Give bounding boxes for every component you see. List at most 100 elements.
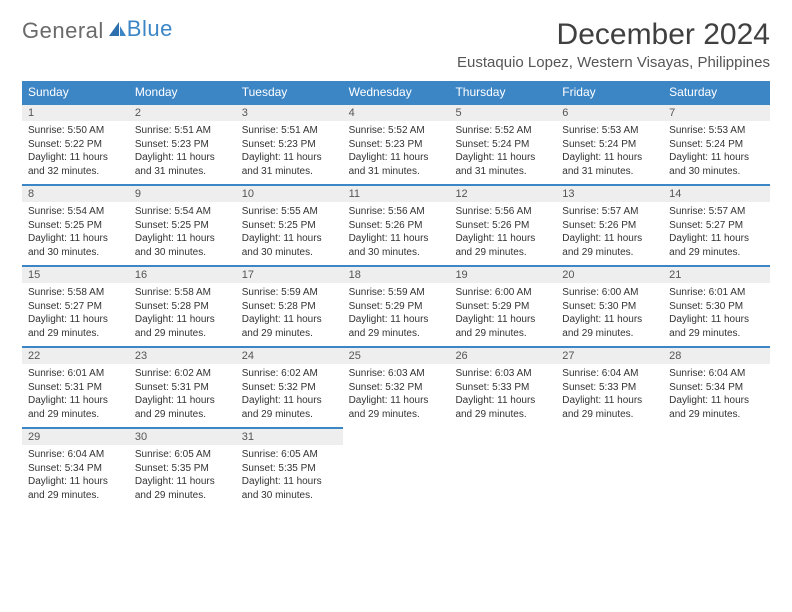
sunset-text: Sunset: 5:29 PM (455, 300, 550, 314)
day-cell: 17Sunrise: 5:59 AMSunset: 5:28 PMDayligh… (236, 265, 343, 346)
daylight-text: Daylight: 11 hours and 29 minutes. (562, 394, 657, 421)
sunset-text: Sunset: 5:24 PM (455, 138, 550, 152)
week-row: 8Sunrise: 5:54 AMSunset: 5:25 PMDaylight… (22, 184, 770, 265)
day-body: Sunrise: 6:01 AMSunset: 5:31 PMDaylight:… (22, 364, 129, 427)
day-body: Sunrise: 6:01 AMSunset: 5:30 PMDaylight:… (663, 283, 770, 346)
day-number: 16 (129, 265, 236, 283)
daylight-text: Daylight: 11 hours and 29 minutes. (28, 313, 123, 340)
day-body: Sunrise: 6:03 AMSunset: 5:33 PMDaylight:… (449, 364, 556, 427)
daylight-text: Daylight: 11 hours and 32 minutes. (28, 151, 123, 178)
sunset-text: Sunset: 5:29 PM (349, 300, 444, 314)
day-body: Sunrise: 5:51 AMSunset: 5:23 PMDaylight:… (236, 121, 343, 184)
day-cell: 28Sunrise: 6:04 AMSunset: 5:34 PMDayligh… (663, 346, 770, 427)
day-cell: 29Sunrise: 6:04 AMSunset: 5:34 PMDayligh… (22, 427, 129, 508)
day-body: Sunrise: 5:52 AMSunset: 5:23 PMDaylight:… (343, 121, 450, 184)
sunset-text: Sunset: 5:33 PM (455, 381, 550, 395)
sunrise-text: Sunrise: 5:51 AM (242, 124, 337, 138)
day-body: Sunrise: 5:53 AMSunset: 5:24 PMDaylight:… (556, 121, 663, 184)
day-number: 25 (343, 346, 450, 364)
day-number: 11 (343, 184, 450, 202)
daylight-text: Daylight: 11 hours and 29 minutes. (455, 394, 550, 421)
sunset-text: Sunset: 5:25 PM (135, 219, 230, 233)
daylight-text: Daylight: 11 hours and 30 minutes. (135, 232, 230, 259)
day-cell (663, 427, 770, 508)
sunset-text: Sunset: 5:33 PM (562, 381, 657, 395)
day-number: 21 (663, 265, 770, 283)
day-number: 23 (129, 346, 236, 364)
day-body: Sunrise: 5:50 AMSunset: 5:22 PMDaylight:… (22, 121, 129, 184)
day-number: 24 (236, 346, 343, 364)
daylight-text: Daylight: 11 hours and 29 minutes. (28, 394, 123, 421)
day-body: Sunrise: 6:05 AMSunset: 5:35 PMDaylight:… (236, 445, 343, 508)
day-body: Sunrise: 5:58 AMSunset: 5:27 PMDaylight:… (22, 283, 129, 346)
dow-cell: Friday (556, 81, 663, 103)
sunrise-text: Sunrise: 6:04 AM (669, 367, 764, 381)
day-number: 30 (129, 427, 236, 445)
daylight-text: Daylight: 11 hours and 30 minutes. (28, 232, 123, 259)
day-cell (343, 427, 450, 508)
daylight-text: Daylight: 11 hours and 31 minutes. (455, 151, 550, 178)
day-body: Sunrise: 5:55 AMSunset: 5:25 PMDaylight:… (236, 202, 343, 265)
sunrise-text: Sunrise: 6:04 AM (562, 367, 657, 381)
day-body: Sunrise: 5:59 AMSunset: 5:29 PMDaylight:… (343, 283, 450, 346)
day-number: 28 (663, 346, 770, 364)
sunrise-text: Sunrise: 5:56 AM (349, 205, 444, 219)
day-body: Sunrise: 6:03 AMSunset: 5:32 PMDaylight:… (343, 364, 450, 427)
sunset-text: Sunset: 5:32 PM (242, 381, 337, 395)
sunrise-text: Sunrise: 6:02 AM (242, 367, 337, 381)
daylight-text: Daylight: 11 hours and 29 minutes. (562, 232, 657, 259)
weeks-container: 1Sunrise: 5:50 AMSunset: 5:22 PMDaylight… (22, 103, 770, 508)
sunrise-text: Sunrise: 5:50 AM (28, 124, 123, 138)
daylight-text: Daylight: 11 hours and 30 minutes. (349, 232, 444, 259)
day-body: Sunrise: 5:58 AMSunset: 5:28 PMDaylight:… (129, 283, 236, 346)
sunset-text: Sunset: 5:31 PM (135, 381, 230, 395)
daylight-text: Daylight: 11 hours and 30 minutes. (242, 232, 337, 259)
daylight-text: Daylight: 11 hours and 31 minutes. (135, 151, 230, 178)
sunset-text: Sunset: 5:34 PM (28, 462, 123, 476)
day-body: Sunrise: 5:53 AMSunset: 5:24 PMDaylight:… (663, 121, 770, 184)
sunrise-text: Sunrise: 5:51 AM (135, 124, 230, 138)
sunrise-text: Sunrise: 5:53 AM (562, 124, 657, 138)
day-body: Sunrise: 5:51 AMSunset: 5:23 PMDaylight:… (129, 121, 236, 184)
day-cell: 26Sunrise: 6:03 AMSunset: 5:33 PMDayligh… (449, 346, 556, 427)
day-cell: 11Sunrise: 5:56 AMSunset: 5:26 PMDayligh… (343, 184, 450, 265)
sunset-text: Sunset: 5:26 PM (349, 219, 444, 233)
sunrise-text: Sunrise: 5:59 AM (242, 286, 337, 300)
sunrise-text: Sunrise: 5:55 AM (242, 205, 337, 219)
sunset-text: Sunset: 5:26 PM (562, 219, 657, 233)
day-body: Sunrise: 5:54 AMSunset: 5:25 PMDaylight:… (22, 202, 129, 265)
day-cell: 31Sunrise: 6:05 AMSunset: 5:35 PMDayligh… (236, 427, 343, 508)
brand-logo: General Blue (22, 18, 173, 44)
day-of-week-header: SundayMondayTuesdayWednesdayThursdayFrid… (22, 81, 770, 103)
sunrise-text: Sunrise: 5:57 AM (562, 205, 657, 219)
sunrise-text: Sunrise: 6:00 AM (455, 286, 550, 300)
day-number: 31 (236, 427, 343, 445)
sunset-text: Sunset: 5:23 PM (242, 138, 337, 152)
sunrise-text: Sunrise: 5:53 AM (669, 124, 764, 138)
day-cell: 21Sunrise: 6:01 AMSunset: 5:30 PMDayligh… (663, 265, 770, 346)
sunrise-text: Sunrise: 6:04 AM (28, 448, 123, 462)
title-block: December 2024 Eustaquio Lopez, Western V… (457, 18, 770, 71)
sunrise-text: Sunrise: 5:54 AM (135, 205, 230, 219)
day-cell: 8Sunrise: 5:54 AMSunset: 5:25 PMDaylight… (22, 184, 129, 265)
day-body: Sunrise: 6:02 AMSunset: 5:31 PMDaylight:… (129, 364, 236, 427)
month-title: December 2024 (457, 18, 770, 52)
location-subtitle: Eustaquio Lopez, Western Visayas, Philip… (457, 54, 770, 71)
day-body: Sunrise: 5:56 AMSunset: 5:26 PMDaylight:… (343, 202, 450, 265)
daylight-text: Daylight: 11 hours and 29 minutes. (135, 313, 230, 340)
daylight-text: Daylight: 11 hours and 29 minutes. (242, 394, 337, 421)
day-number: 20 (556, 265, 663, 283)
sunrise-text: Sunrise: 6:03 AM (455, 367, 550, 381)
sunset-text: Sunset: 5:28 PM (135, 300, 230, 314)
sunset-text: Sunset: 5:27 PM (28, 300, 123, 314)
day-body: Sunrise: 6:02 AMSunset: 5:32 PMDaylight:… (236, 364, 343, 427)
day-cell: 25Sunrise: 6:03 AMSunset: 5:32 PMDayligh… (343, 346, 450, 427)
sunset-text: Sunset: 5:27 PM (669, 219, 764, 233)
daylight-text: Daylight: 11 hours and 29 minutes. (669, 394, 764, 421)
sunset-text: Sunset: 5:25 PM (242, 219, 337, 233)
daylight-text: Daylight: 11 hours and 29 minutes. (669, 313, 764, 340)
day-number: 12 (449, 184, 556, 202)
day-body: Sunrise: 6:04 AMSunset: 5:34 PMDaylight:… (22, 445, 129, 508)
sunrise-text: Sunrise: 6:05 AM (242, 448, 337, 462)
daylight-text: Daylight: 11 hours and 29 minutes. (562, 313, 657, 340)
